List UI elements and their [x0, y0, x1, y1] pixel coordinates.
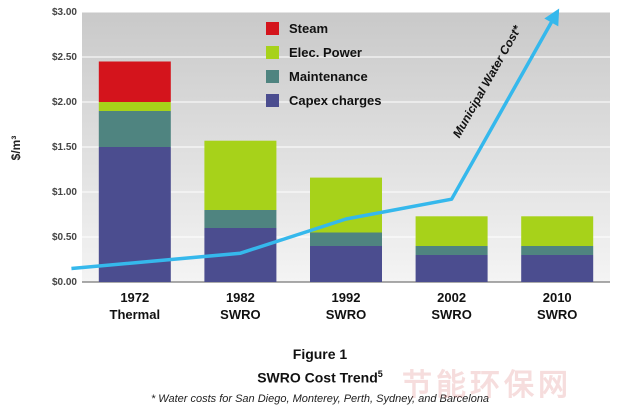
bar-segment-elec-power — [521, 216, 594, 246]
y-tick-label: $0.00 — [52, 277, 77, 288]
bar-segment-maintenance — [98, 111, 171, 147]
figure-title-text: SWRO Cost Trend — [257, 369, 378, 386]
x-category-label: 2002 — [437, 290, 466, 305]
bar-segment-elec-power — [204, 140, 277, 210]
x-category-label: 1972 — [120, 290, 149, 305]
bar-segment-maintenance — [415, 246, 488, 255]
y-tick-label: $2.50 — [52, 52, 77, 63]
bar-segment-maintenance — [521, 246, 594, 255]
x-category-label: 1982 — [226, 290, 255, 305]
y-axis-title: $/m³ — [9, 136, 23, 161]
y-tick-label: $2.00 — [52, 97, 77, 108]
y-ticks: $0.00 $0.50 $1.00 $1.50 $2.00 $2.50 $3.00 — [52, 7, 77, 288]
x-category-label: SWRO — [220, 307, 260, 322]
bar-segment-maintenance — [204, 210, 277, 228]
y-tick-label: $0.50 — [52, 232, 77, 243]
x-category-label: 2010 — [543, 290, 572, 305]
bar-segment-capex-charges — [310, 246, 382, 282]
y-tick-label: $1.50 — [52, 142, 77, 153]
figure-note: * Water costs for San Diego, Monterey, P… — [150, 393, 490, 405]
legend-entry: Maintenance — [289, 69, 368, 84]
bar-segment-maintenance — [310, 232, 382, 246]
x-category-label: SWRO — [431, 307, 471, 322]
legend: Steam Elec. Power Maintenance Capex charges — [266, 21, 382, 108]
figure-title-ref: 5 — [377, 369, 383, 379]
trend-line-arrowhead — [544, 8, 560, 27]
x-category-label: SWRO — [537, 307, 577, 322]
legend-entry: Steam — [289, 21, 328, 36]
watermark: 节能环保网 — [402, 368, 572, 403]
figure-title: SWRO Cost Trend5 — [0, 369, 640, 386]
legend-swatch — [266, 70, 279, 83]
bar-segment-steam — [98, 61, 171, 102]
legend-swatch — [266, 46, 279, 59]
bar-segment-capex-charges — [521, 255, 594, 282]
legend-entry: Capex charges — [289, 93, 382, 108]
y-tick-label: $1.00 — [52, 187, 77, 198]
trend-line-path — [71, 11, 559, 271]
bar-segment-elec-power — [310, 177, 382, 233]
bar-segment-elec-power — [98, 102, 171, 111]
trend-line — [71, 8, 560, 271]
legend-entry: Elec. Power — [289, 45, 362, 60]
figure-label: Figure 1 — [292, 346, 348, 362]
legend-swatch — [266, 22, 279, 35]
x-category-label: 1992 — [332, 290, 361, 305]
y-tick-label: $3.00 — [52, 7, 77, 18]
x-category-label: Thermal — [110, 307, 161, 322]
x-categories: 1972 Thermal 1982 SWRO 1992 SWRO 2002 SWRO 2010 S… — [110, 290, 578, 322]
bar-segment-elec-power — [415, 216, 488, 246]
legend-swatch — [266, 94, 279, 107]
bar-segment-capex-charges — [415, 255, 488, 282]
x-category-label: SWRO — [326, 307, 366, 322]
